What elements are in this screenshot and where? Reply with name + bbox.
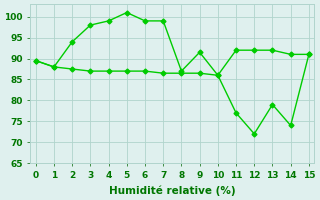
X-axis label: Humidité relative (%): Humidité relative (%) <box>109 185 236 196</box>
